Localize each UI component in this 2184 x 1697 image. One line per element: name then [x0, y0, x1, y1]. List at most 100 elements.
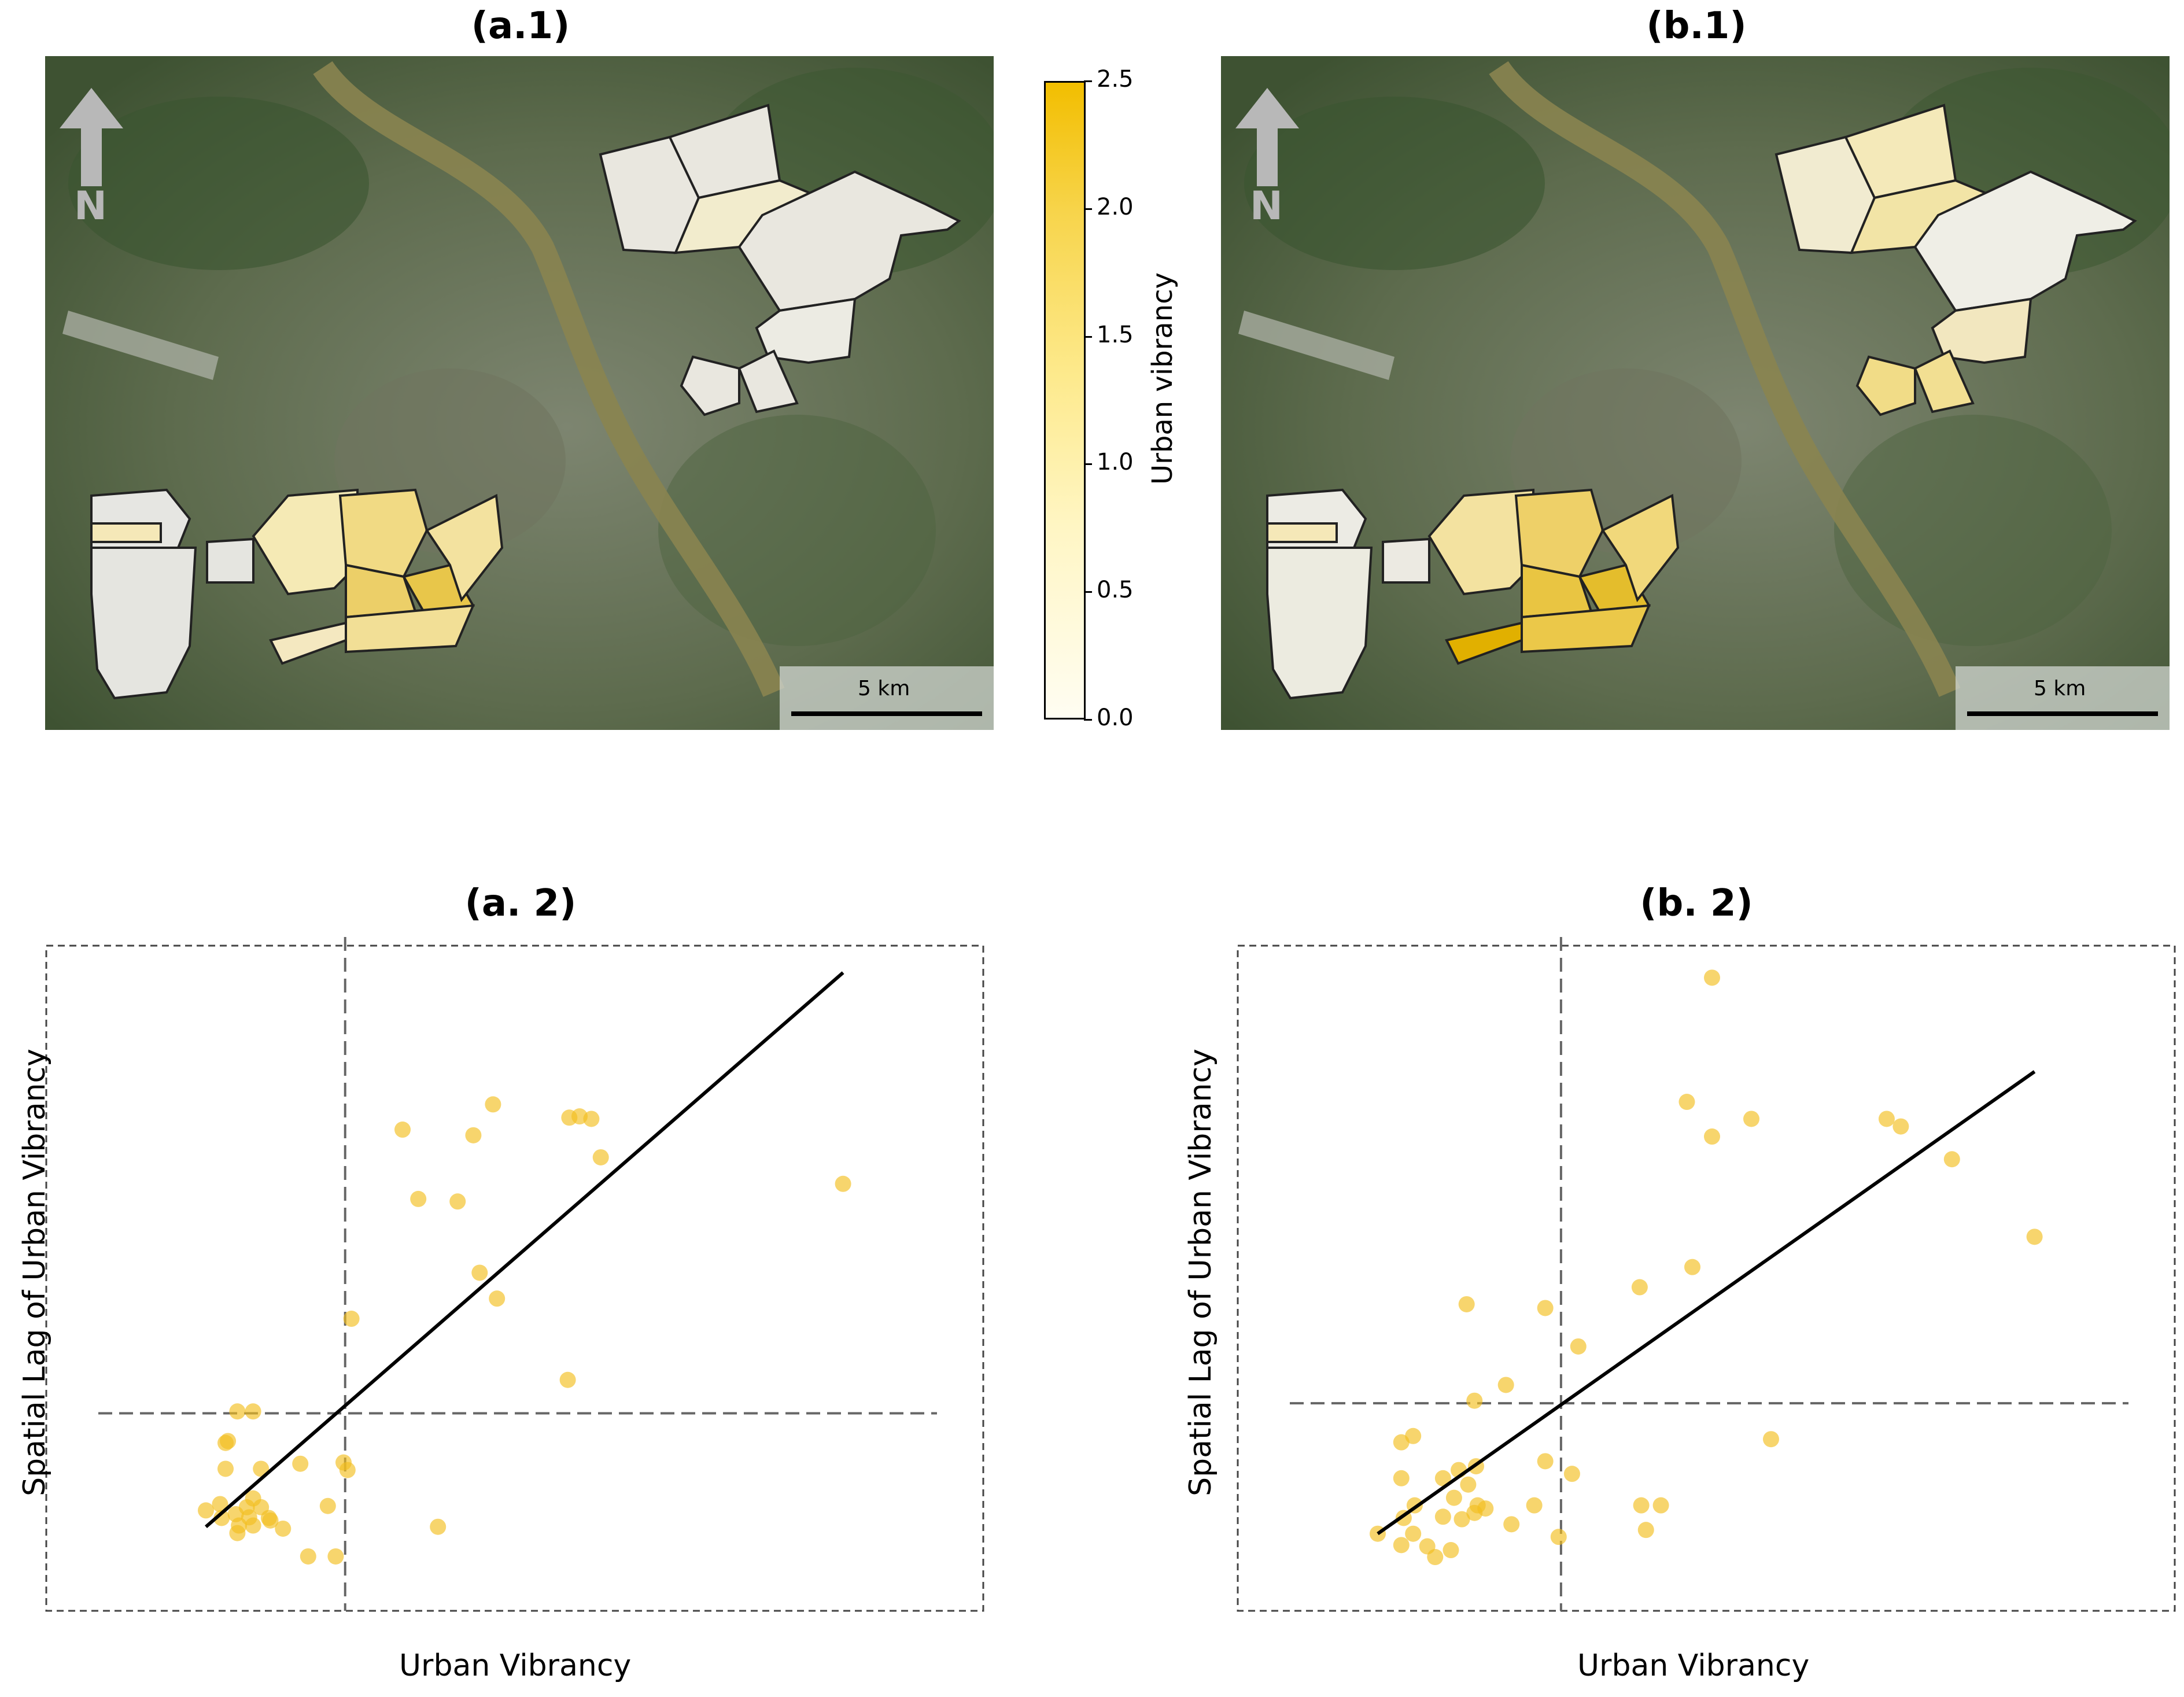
regression-line: [1377, 1070, 2036, 1536]
scale-bar-box: 5 km: [780, 666, 994, 730]
scale-bar: [791, 711, 982, 716]
data-point: [1943, 1151, 1960, 1168]
data-point: [220, 1433, 237, 1449]
colorbar-tick-mark: [1084, 591, 1092, 593]
data-point: [1537, 1300, 1554, 1316]
data-point: [1684, 1259, 1700, 1275]
data-point: [1892, 1118, 1909, 1135]
data-point: [394, 1122, 411, 1138]
data-point: [1393, 1434, 1410, 1451]
data-point: [245, 1517, 261, 1534]
colorbar-label: Urban vibrancy: [1146, 272, 1179, 485]
data-point: [1678, 1094, 1695, 1111]
scale-label: 5 km: [2034, 677, 2086, 700]
panel-title-a1: (a.1): [471, 5, 570, 47]
data-point: [471, 1264, 488, 1281]
map-b1: N 5 km: [1221, 56, 2170, 730]
data-point: [1503, 1516, 1520, 1533]
data-point: [485, 1096, 501, 1113]
x-axis-label-b2: Urban Vibrancy: [1577, 1648, 1810, 1683]
panel-title-b1: (b.1): [1646, 5, 1747, 47]
x-axis-label-a2: Urban Vibrancy: [399, 1648, 632, 1683]
data-point: [300, 1548, 316, 1565]
district-polygons: [1266, 104, 2137, 700]
data-point: [1563, 1466, 1580, 1482]
data-point: [465, 1127, 482, 1143]
data-point: [1704, 969, 1720, 986]
scatter-plot-a2: [45, 937, 984, 1612]
data-point: [1477, 1500, 1494, 1517]
data-point: [1393, 1537, 1410, 1554]
data-point: [1434, 1508, 1451, 1525]
airport-runway: [1238, 311, 1394, 380]
colorbar-tick-label: 2.5: [1097, 66, 1134, 93]
data-point: [489, 1290, 506, 1307]
data-point: [592, 1149, 609, 1165]
panel-title-a2: (a. 2): [464, 882, 577, 925]
data-point: [253, 1460, 270, 1477]
colorbar-tick-mark: [1084, 463, 1092, 466]
data-point: [213, 1510, 230, 1526]
data-point: [410, 1190, 427, 1207]
colorbar-tick-label: 0.0: [1097, 704, 1134, 731]
colorbar: [1044, 81, 1086, 720]
north-label: N: [74, 183, 107, 229]
data-point: [1550, 1529, 1567, 1545]
district-polygons: [90, 104, 961, 700]
data-point: [583, 1111, 600, 1127]
scale-bar-box: 5 km: [1956, 666, 2170, 730]
north-label: N: [1250, 183, 1283, 229]
data-point: [1537, 1453, 1554, 1470]
colorbar-tick-mark: [1084, 208, 1092, 210]
data-point: [1526, 1497, 1543, 1514]
scatter-plot-b2: [1237, 937, 2176, 1612]
data-point: [1405, 1525, 1422, 1542]
colorbar-tick-mark: [1084, 80, 1092, 82]
data-point: [1704, 1128, 1720, 1145]
data-point: [1633, 1497, 1650, 1514]
colorbar-tick-label: 1.5: [1097, 321, 1134, 348]
data-point: [245, 1403, 261, 1420]
airport-runway: [62, 311, 219, 380]
data-point: [275, 1520, 292, 1537]
scale-bar: [1967, 711, 2158, 716]
data-point: [1878, 1111, 1895, 1127]
data-point: [1393, 1470, 1410, 1486]
data-point: [1458, 1296, 1475, 1312]
data-point: [1570, 1338, 1587, 1355]
data-point: [339, 1462, 356, 1478]
data-point: [253, 1499, 270, 1515]
data-point: [1637, 1522, 1654, 1539]
colorbar-tick-mark: [1084, 719, 1092, 721]
data-point: [1497, 1377, 1514, 1393]
data-point: [319, 1497, 336, 1514]
colorbar-tick-label: 2.0: [1097, 193, 1134, 220]
regression-line: [205, 971, 844, 1528]
data-point: [1460, 1476, 1477, 1493]
data-point: [212, 1496, 228, 1512]
data-point: [1763, 1431, 1779, 1448]
map-a1: N 5 km: [45, 56, 994, 730]
colorbar-tick-mark: [1084, 335, 1092, 338]
data-point: [292, 1455, 309, 1472]
data-point: [1453, 1511, 1470, 1528]
colorbar-tick-label: 1.0: [1097, 449, 1134, 476]
data-point: [1466, 1392, 1483, 1409]
data-point: [217, 1460, 234, 1477]
data-point: [1652, 1497, 1669, 1514]
data-point: [2026, 1229, 2043, 1245]
data-point: [262, 1512, 279, 1529]
plot-frame: [45, 945, 984, 1612]
scale-label: 5 km: [858, 677, 910, 700]
satellite-background: [1221, 56, 2170, 730]
data-point: [559, 1371, 576, 1388]
data-point: [1427, 1549, 1444, 1566]
data-point: [1443, 1542, 1459, 1559]
data-point: [449, 1193, 466, 1210]
data-point: [835, 1175, 851, 1192]
data-point: [1743, 1111, 1759, 1127]
satellite-background: [45, 56, 994, 730]
y-axis-label-a2: Spatial Lag of Urban Vibrancy: [17, 1049, 52, 1496]
plot-frame: [1237, 945, 2176, 1612]
data-point: [229, 1403, 246, 1420]
